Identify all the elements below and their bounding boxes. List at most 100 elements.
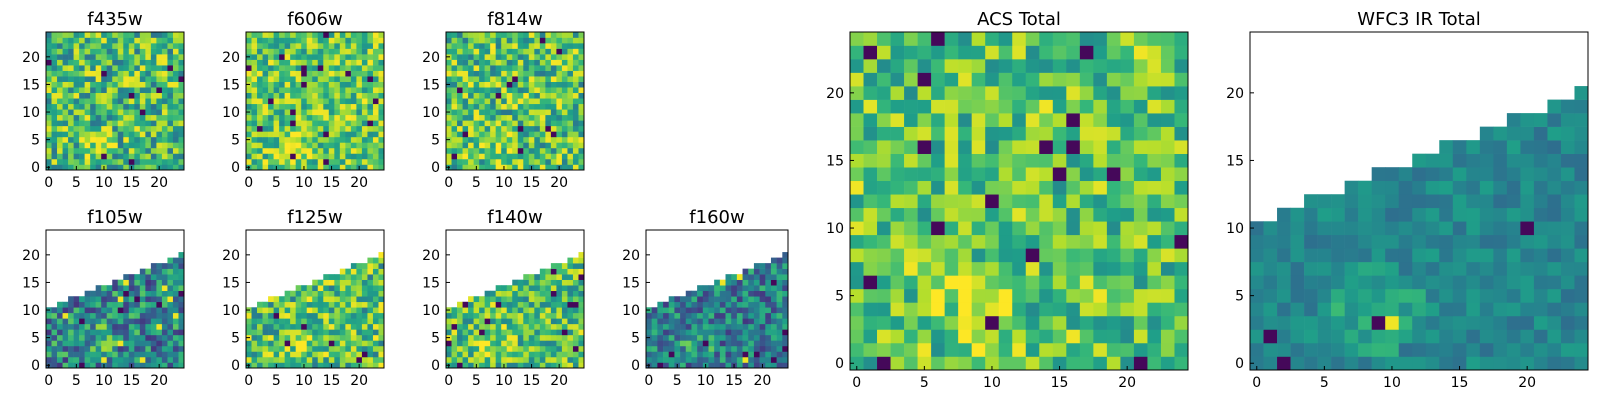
heatmap-cell bbox=[178, 120, 185, 127]
heatmap-cell bbox=[501, 37, 508, 44]
heatmap-cell bbox=[998, 72, 1013, 87]
heatmap-cell bbox=[1133, 180, 1148, 195]
heatmap-cell bbox=[490, 164, 496, 171]
heatmap-cell bbox=[301, 92, 308, 99]
heatmap-cell bbox=[68, 318, 74, 325]
heatmap-cell bbox=[172, 32, 179, 38]
heatmap-cell bbox=[702, 345, 709, 352]
heatmap-cell bbox=[863, 261, 878, 276]
heatmap-cell bbox=[495, 362, 502, 369]
heatmap-cell bbox=[490, 70, 496, 77]
heatmap-cell bbox=[284, 43, 291, 49]
heatmap-cell bbox=[572, 334, 579, 341]
heatmap-cell bbox=[473, 65, 480, 71]
heatmap-cell bbox=[495, 54, 502, 60]
heatmap-cell bbox=[1398, 194, 1413, 209]
heatmap-cell bbox=[1547, 99, 1562, 114]
heatmap-cell bbox=[473, 70, 480, 77]
heatmap-cell bbox=[998, 167, 1013, 182]
heatmap-cell bbox=[1133, 45, 1148, 60]
heatmap-cell bbox=[273, 43, 280, 49]
heatmap-cell bbox=[523, 59, 530, 66]
heatmap-cell bbox=[334, 81, 341, 88]
heatmap-cell bbox=[284, 340, 291, 347]
heatmap-cell bbox=[167, 334, 174, 341]
heatmap-cell bbox=[759, 340, 766, 347]
heatmap-cell bbox=[523, 323, 530, 330]
heatmap-cell bbox=[985, 234, 1000, 249]
heatmap-cell bbox=[556, 87, 563, 94]
heatmap-cell bbox=[306, 147, 313, 154]
heatmap-cell bbox=[145, 114, 152, 121]
heatmap-cell bbox=[850, 261, 864, 276]
heatmap-cell bbox=[284, 334, 291, 341]
heatmap-cell bbox=[998, 329, 1013, 344]
heatmap-cell bbox=[167, 268, 174, 275]
heatmap-cell bbox=[51, 65, 58, 71]
heatmap-cell bbox=[106, 142, 113, 149]
heatmap-cell bbox=[356, 147, 363, 154]
heatmap-cell bbox=[279, 142, 285, 149]
heatmap-cell bbox=[971, 221, 986, 236]
heatmap-cell bbox=[917, 275, 932, 290]
heatmap-cell bbox=[1574, 140, 1589, 154]
heatmap-cell bbox=[84, 131, 91, 138]
heatmap-cell bbox=[301, 307, 308, 314]
heatmap-cell bbox=[284, 54, 291, 60]
heatmap-cell bbox=[1093, 32, 1108, 46]
heatmap-cell bbox=[279, 37, 285, 44]
heatmap-cell bbox=[495, 318, 502, 325]
heatmap-cell bbox=[1277, 342, 1291, 357]
heatmap-cell bbox=[1277, 302, 1291, 317]
heatmap-cell bbox=[123, 329, 130, 336]
heatmap-cell bbox=[1452, 248, 1467, 263]
heatmap-cell bbox=[334, 296, 341, 303]
heatmap-cell bbox=[517, 153, 524, 160]
heatmap-cell bbox=[328, 37, 335, 44]
heatmap-cell bbox=[495, 43, 502, 49]
heatmap-cell bbox=[545, 125, 552, 132]
heatmap-cell bbox=[156, 54, 163, 60]
heatmap-cell bbox=[556, 268, 563, 275]
heatmap-cell bbox=[462, 323, 469, 330]
heatmap-cell bbox=[1160, 207, 1175, 222]
heatmap-cell bbox=[167, 70, 174, 77]
heatmap-cell bbox=[139, 114, 146, 121]
heatmap-cell bbox=[123, 125, 130, 132]
heatmap-cell bbox=[1147, 302, 1162, 317]
heatmap-cell bbox=[561, 268, 568, 275]
y-tick-label: 20 bbox=[22, 248, 40, 264]
heatmap-cell bbox=[295, 142, 302, 149]
heatmap-cell bbox=[361, 125, 368, 132]
heatmap-cell bbox=[68, 109, 74, 116]
heatmap-cell bbox=[284, 345, 291, 352]
heatmap-cell bbox=[317, 329, 324, 336]
heatmap-cell bbox=[172, 164, 179, 171]
heatmap-cell bbox=[1533, 113, 1548, 127]
heatmap-cell bbox=[1506, 288, 1521, 303]
heatmap-cell bbox=[295, 131, 302, 138]
heatmap-cell bbox=[462, 98, 469, 105]
heatmap-cell bbox=[251, 334, 258, 341]
x-tick-label: 5 bbox=[472, 373, 481, 389]
heatmap-cell bbox=[657, 323, 664, 330]
heatmap-cell bbox=[295, 362, 302, 369]
heatmap-cell bbox=[668, 323, 675, 330]
heatmap-cell bbox=[545, 153, 552, 160]
heatmap-cell bbox=[178, 257, 185, 264]
heatmap-cell bbox=[567, 98, 574, 105]
heatmap-cell bbox=[323, 274, 330, 280]
heatmap-cell bbox=[572, 76, 579, 82]
heatmap-cell bbox=[317, 87, 324, 94]
heatmap-cell bbox=[708, 290, 715, 297]
heatmap-cell bbox=[356, 98, 363, 105]
heatmap-cell bbox=[312, 296, 319, 303]
heatmap-cell bbox=[890, 207, 905, 222]
heatmap-cell bbox=[323, 329, 330, 336]
heatmap-cell bbox=[367, 274, 374, 280]
heatmap-cell bbox=[506, 37, 513, 44]
heatmap-cell bbox=[479, 334, 485, 341]
heatmap-cell bbox=[79, 70, 85, 77]
heatmap-cell bbox=[345, 59, 352, 66]
heatmap-cell bbox=[251, 362, 258, 369]
